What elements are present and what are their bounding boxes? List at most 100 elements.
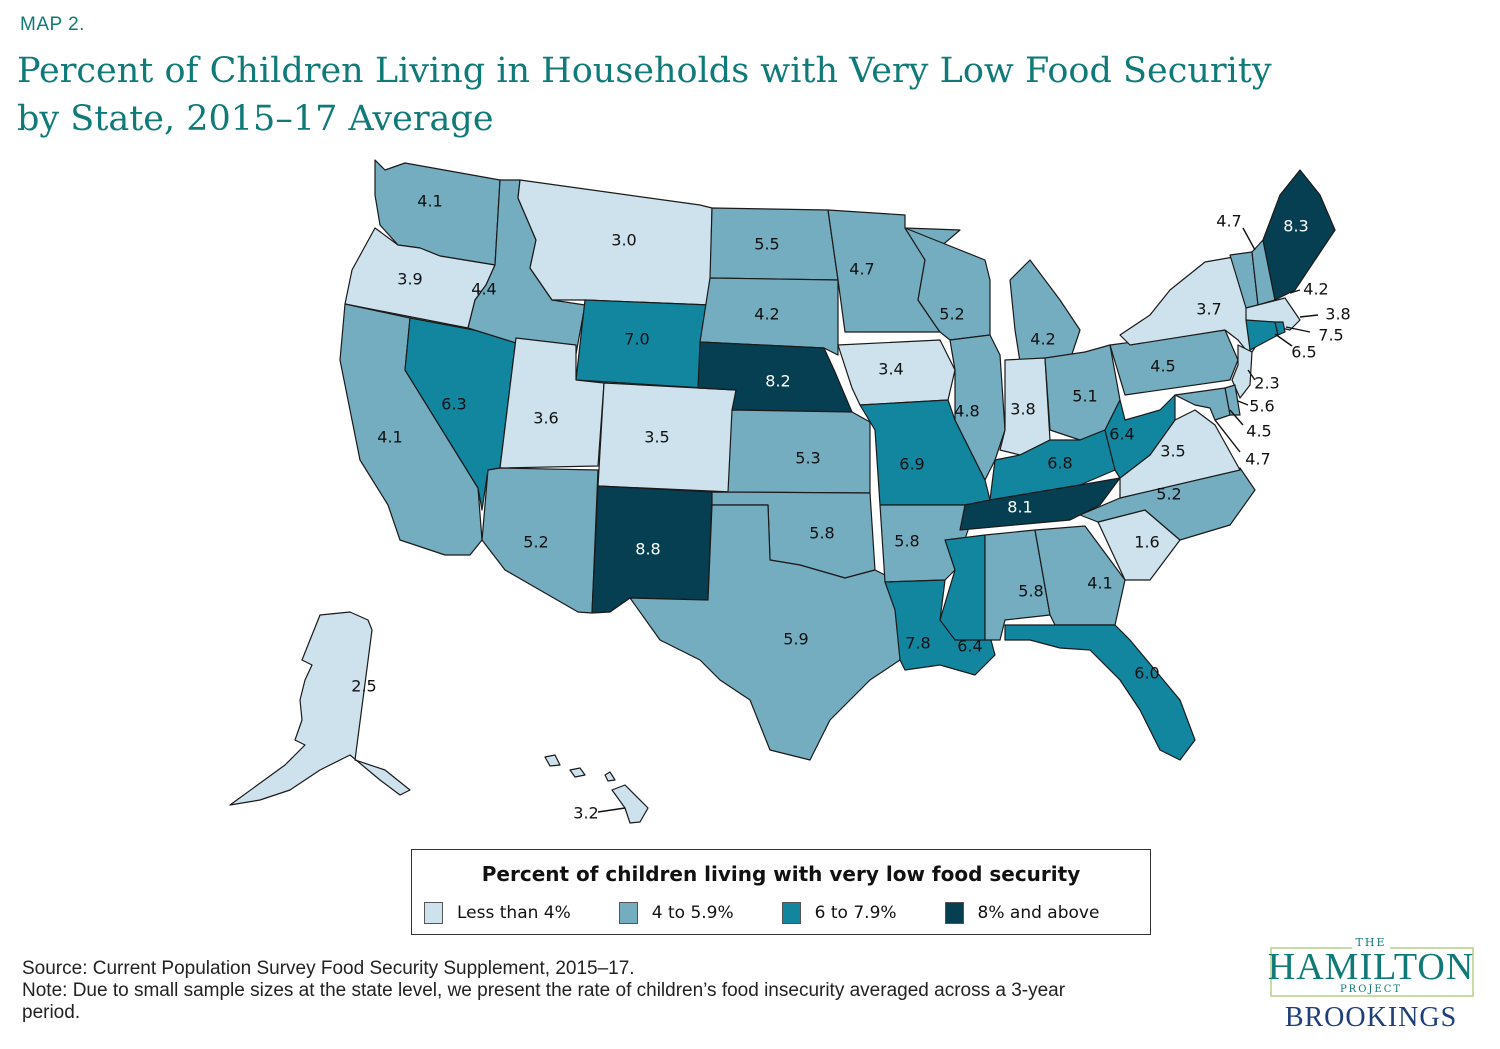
state-label-de: 5.6 [1249,397,1274,416]
leader-line-vt [1242,227,1256,251]
state-label-nj: 2.3 [1254,374,1279,393]
state-label-nd: 5.5 [754,235,779,254]
legend-label: 8% and above [977,903,1100,923]
state-tn [959,477,1121,531]
legend-item-8-and-above: 8% and above [944,902,1100,924]
state-ak [229,611,411,806]
state-nj [1231,344,1253,399]
state-label-vt: 4.7 [1216,212,1241,231]
state-hi [544,754,649,824]
state-label-ok: 5.8 [809,524,834,543]
state-label-nm: 8.8 [635,540,660,559]
state-label-ca: 4.1 [377,428,402,447]
state-me [1262,169,1336,301]
state-label-mo: 6.9 [899,455,924,474]
state-label-pa: 4.5 [1150,357,1175,376]
logo-brookings: BROOKINGS [1284,1002,1458,1033]
state-label-dc: 4.7 [1245,450,1270,469]
state-label-mi: 4.2 [1030,330,1055,349]
state-label-md: 4.5 [1246,422,1271,441]
legend: Percent of children living with very low… [411,849,1151,935]
state-label-wy: 7.0 [624,330,649,349]
state-label-co: 3.5 [644,428,669,447]
legend-item-less-than-4: Less than 4% [424,902,571,924]
state-label-nh: 4.2 [1303,280,1328,299]
legend-swatch [781,902,801,924]
state-label-va: 3.5 [1160,442,1185,461]
map-kicker: MAP 2. [20,14,85,35]
state-label-nv: 6.3 [441,395,466,414]
legend-title: Percent of children living with very low… [481,862,1081,886]
state-ri [1274,321,1286,336]
state-label-ut: 3.6 [533,409,558,428]
state-label-ne: 8.2 [765,372,790,391]
state-label-sc: 1.6 [1134,533,1159,552]
legend-label: 6 to 7.9% [814,903,897,923]
state-label-az: 5.2 [523,533,548,552]
state-label-me: 8.3 [1283,217,1308,236]
source-text: Source: Current Population Survey Food S… [22,958,635,979]
state-label-sd: 4.2 [754,305,779,324]
hamilton-brookings-logo: THE HAMILTON PROJECT BROOKINGS [1266,936,1476,1041]
state-sd [699,277,839,356]
legend-item-4-to-5-9: 4 to 5.9% [618,902,734,924]
state-label-wv: 6.4 [1109,425,1134,444]
state-label-fl: 6.0 [1134,664,1159,683]
us-choropleth-map: 4.1 3.9 4.1 4.4 6.3 3.0 7.0 3.6 3.5 5.2 8.8 5.5 4.2 8… [229,159,1351,824]
state-label-ms: 6.4 [957,637,982,656]
legend-item-6-to-7-9: 6 to 7.9% [781,902,897,924]
state-label-ks: 5.3 [795,449,820,468]
logo-the: THE [1351,936,1391,949]
state-ct [1245,319,1279,351]
state-label-ia: 3.4 [878,360,903,379]
state-la [884,579,996,676]
footer-notes: Source: Current Population Survey Food S… [22,958,1102,1024]
state-fl [1004,624,1196,761]
state-il [949,334,1006,481]
legend-swatch [618,902,638,924]
leader-line-dc [1214,419,1241,453]
state-label-ar: 5.8 [894,532,919,551]
legend-label: Less than 4% [457,903,571,923]
state-label-ma: 3.8 [1325,305,1350,324]
legend-swatch [944,902,964,924]
leader-line-hi [597,807,626,813]
state-label-nc: 5.2 [1156,485,1181,504]
map-title: Percent of Children Living in Households… [17,51,1272,139]
note-text: Note: Due to small sample sizes at the s… [22,980,1066,1023]
state-label-wi: 5.2 [939,305,964,324]
state-label-in: 3.8 [1010,400,1035,419]
state-label-tx: 5.9 [783,630,808,649]
state-label-or: 3.9 [397,270,422,289]
state-label-hi: 3.2 [573,804,598,823]
state-label-ct: 6.5 [1291,343,1316,362]
state-label-ga: 4.1 [1087,574,1112,593]
leader-line-ma [1299,314,1319,318]
legend-label: 4 to 5.9% [651,903,734,923]
state-label-tn: 8.1 [1007,498,1032,517]
state-label-ak: 2.5 [351,677,376,696]
leader-line-ct [1274,333,1293,347]
leader-line-de [1237,400,1249,406]
leader-line-ri [1285,326,1311,333]
state-label-al: 5.8 [1018,582,1043,601]
state-label-ri: 7.5 [1318,326,1343,345]
leader-line-md [1229,409,1244,426]
state-label-ky: 6.8 [1047,454,1072,473]
logo-hamilton: HAMILTON [1267,946,1475,988]
state-label-oh: 5.1 [1072,387,1097,406]
legend-swatch [424,902,443,924]
state-label-mt: 3.0 [611,231,636,250]
state-label-la: 7.8 [905,634,930,653]
state-mt [517,179,713,306]
leader-line-nj [1247,369,1256,381]
logo-project: PROJECT [1335,984,1407,995]
state-wv [1104,394,1176,479]
leader-line-nh [1289,289,1301,294]
state-label-wa: 4.1 [417,192,442,211]
state-az [481,467,599,614]
state-ks [727,409,871,494]
state-mi [1009,259,1081,363]
state-label-ny: 3.7 [1196,300,1221,319]
state-label-id: 4.4 [471,280,496,299]
